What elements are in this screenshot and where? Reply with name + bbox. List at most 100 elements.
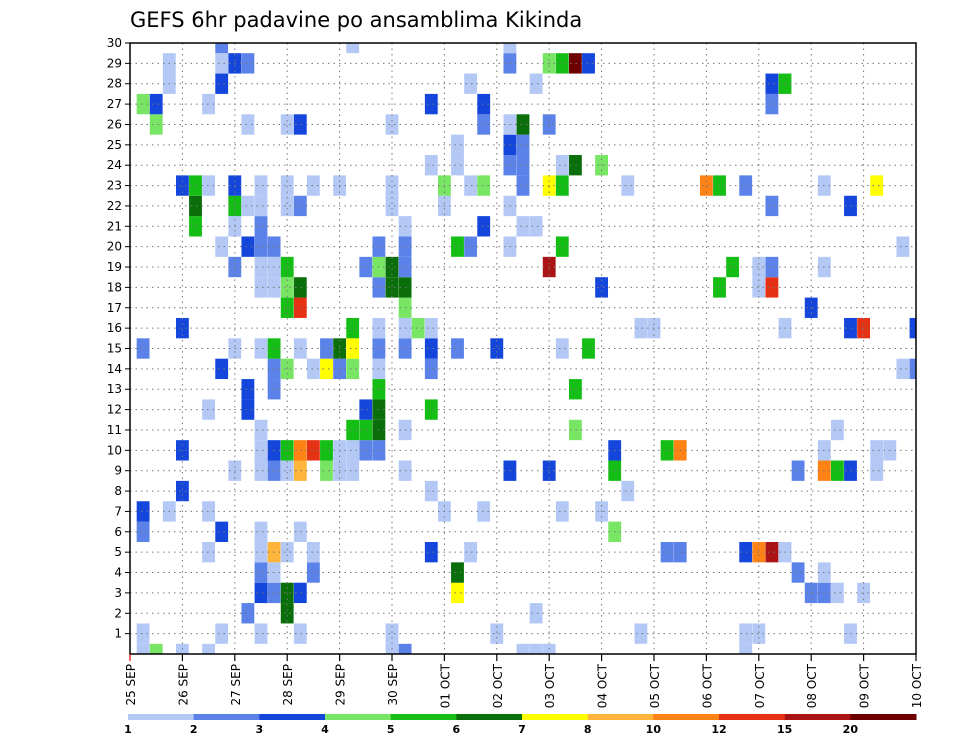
cell-step39-member1 — [634, 623, 648, 644]
y-tick-label: 13 — [107, 382, 122, 396]
x-tick-label: 07 OCT — [753, 663, 767, 708]
cell-step14-member10 — [306, 440, 320, 461]
cell-step26-member20 — [464, 236, 478, 257]
cell-step33-member29 — [555, 53, 569, 74]
cell-step23-member12 — [424, 399, 438, 420]
cell-step10-member6 — [254, 521, 268, 542]
x-tick-label: 09 OCT — [858, 663, 872, 708]
cell-step59-member20 — [896, 236, 910, 257]
legend-swatch — [653, 714, 720, 720]
cell-step54-member9 — [830, 460, 844, 481]
cell-step10-member11 — [254, 419, 268, 441]
y-tick-label: 18 — [107, 280, 122, 294]
cell-step10-member9 — [254, 460, 268, 481]
cell-step28-member1 — [490, 623, 504, 644]
cell-step18-member19 — [359, 256, 373, 278]
cell-step35-member29 — [582, 53, 595, 74]
cell-step47-member1 — [739, 623, 753, 644]
cell-step27-member7 — [477, 501, 491, 522]
cell-step54-member11 — [830, 419, 844, 441]
cell-step38-member23 — [621, 175, 635, 196]
cell-step18-member11 — [359, 419, 373, 441]
cell-step13-member26 — [293, 114, 307, 135]
cell-step20-member1 — [385, 623, 399, 644]
legend-swatch — [193, 714, 260, 720]
cell-step12-member19 — [280, 256, 294, 278]
cell-step23-member8 — [424, 480, 438, 502]
legend-swatch — [522, 714, 589, 720]
cell-step31-member0 — [529, 643, 543, 654]
cells-layer — [136, 43, 916, 654]
cell-step6-member7 — [202, 501, 216, 522]
cell-step56-member16 — [857, 317, 871, 339]
cell-step12-member9 — [280, 460, 294, 481]
cell-step47-member23 — [739, 175, 753, 196]
cell-step13-member1 — [293, 623, 307, 644]
x-tick-label: 01 OCT — [438, 663, 452, 708]
cell-step27-member21 — [477, 216, 491, 237]
cell-step10-member4 — [254, 562, 268, 583]
cell-step33-member20 — [555, 236, 569, 257]
y-tick-label: 27 — [107, 97, 122, 111]
cell-step34-member29 — [568, 53, 582, 74]
cell-step15-member15 — [320, 338, 333, 359]
y-tick-label: 12 — [107, 403, 122, 417]
cell-step33-member23 — [555, 175, 569, 196]
cell-step57-member9 — [870, 460, 884, 481]
legend-label: 3 — [256, 723, 264, 736]
cell-step26-member28 — [464, 73, 478, 94]
y-tick-label: 10 — [107, 443, 122, 457]
cell-step1-member6 — [136, 521, 150, 542]
cell-step4-member8 — [175, 480, 189, 502]
cell-step10-member10 — [254, 440, 268, 461]
cell-step51-member9 — [791, 460, 805, 481]
legend-label: 4 — [321, 723, 329, 736]
cell-step13-member10 — [293, 440, 307, 461]
cell-step41-member10 — [660, 440, 674, 461]
cell-step59-member14 — [896, 358, 910, 380]
cell-step34-member13 — [568, 379, 582, 400]
x-tick-label: 27 SEP — [229, 664, 243, 706]
cell-step17-member9 — [346, 460, 360, 481]
cell-step20-member26 — [385, 114, 399, 135]
cell-step13-member18 — [293, 277, 307, 298]
cell-step4-member23 — [175, 175, 189, 196]
cell-step33-member24 — [555, 155, 569, 176]
cell-step5-member22 — [189, 195, 202, 217]
cell-step9-member12 — [241, 399, 255, 420]
cell-step17-member14 — [346, 358, 360, 380]
cell-step17-member16 — [346, 317, 360, 339]
cell-step29-member30 — [503, 43, 517, 54]
cell-step23-member16 — [424, 317, 438, 339]
cell-step49-member19 — [765, 256, 779, 278]
y-tick-label: 19 — [107, 260, 122, 274]
cell-step51-member4 — [791, 562, 805, 583]
cell-step10-member23 — [254, 175, 268, 196]
cell-step25-member20 — [451, 236, 464, 257]
cell-step30-member21 — [516, 216, 530, 237]
y-tick-label: 17 — [107, 301, 122, 315]
cell-step12-member18 — [280, 277, 294, 298]
y-tick-label: 5 — [114, 545, 122, 559]
cell-step23-member14 — [424, 358, 438, 380]
grid-layer — [130, 43, 916, 654]
cell-step23-member24 — [424, 155, 438, 176]
cell-step2-member27 — [149, 93, 163, 115]
cell-step5-member23 — [189, 175, 202, 196]
cell-step20-member22 — [385, 195, 399, 217]
x-tick-label: 25 SEP — [124, 664, 138, 706]
legend-swatch — [128, 714, 195, 720]
cell-step13-member6 — [293, 521, 307, 542]
y-tick-label: 4 — [114, 566, 122, 580]
legend-swatch — [259, 714, 326, 720]
cell-step48-member5 — [752, 541, 766, 563]
cell-step4-member16 — [175, 317, 189, 339]
y-tick-label: 3 — [114, 586, 122, 600]
x-tick-label: 28 SEP — [281, 664, 295, 706]
cell-step27-member26 — [477, 114, 491, 135]
cell-step13-member22 — [293, 195, 307, 217]
y-tick-label: 15 — [107, 342, 122, 356]
y-tick-label: 23 — [107, 179, 122, 193]
cell-step20-member23 — [385, 175, 399, 196]
cell-step33-member15 — [555, 338, 569, 359]
